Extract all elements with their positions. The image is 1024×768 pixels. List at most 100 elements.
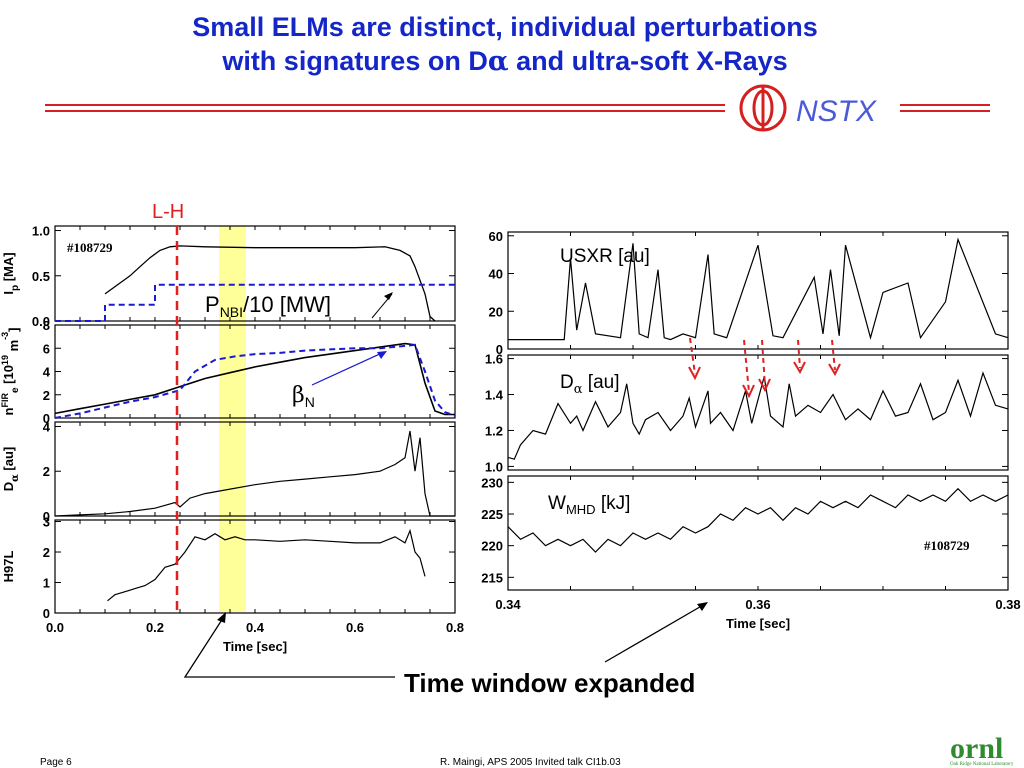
y-axis-label-part: [10 <box>1 365 16 387</box>
y-tick-label: 1.4 <box>485 388 504 403</box>
footer-page-number: Page 6 <box>40 757 72 768</box>
y-tick-label: 2 <box>43 388 50 403</box>
time-window-arrowhead-left <box>217 612 226 623</box>
y-axis-label: Ip [MA] <box>1 252 21 294</box>
y-axis-label-part: ] <box>6 328 21 332</box>
y-axis-label-part: [MA] <box>1 252 16 285</box>
series-line <box>508 237 1009 341</box>
chart-right-usxr: 0 20 40 60 USXR [au] <box>489 229 1009 357</box>
highlight-band <box>219 226 246 612</box>
y-tick-label: 0 <box>43 509 50 524</box>
y-tick-label: 60 <box>489 229 503 244</box>
panel-label: Dα [au] <box>560 372 620 397</box>
nstx-logo-text: NSTX <box>796 95 877 128</box>
y-axis-label: Dα [au] <box>1 447 21 492</box>
betan-label: βN <box>292 383 315 410</box>
betan-arrow <box>311 351 385 386</box>
y-tick-label: 0 <box>496 342 503 357</box>
time-window-arrowhead-right <box>697 602 708 611</box>
y-tick-label: 2 <box>43 545 50 560</box>
y-axis-label-part: -3 <box>0 332 10 340</box>
y-tick-label: 0.5 <box>32 269 50 284</box>
y-axis-label-part: 19 <box>0 355 10 365</box>
y-tick-label: 0.0 <box>32 314 50 329</box>
shot-number-right: #108729 <box>924 538 970 553</box>
y-axis-label: nFIRe [1019 m-3] <box>0 328 21 416</box>
y-axis-label-part: p <box>10 285 21 291</box>
betan-arrowhead <box>377 351 387 359</box>
y-tick-label: 20 <box>489 304 503 319</box>
y-axis-label-part: H97L <box>1 551 16 583</box>
nstx-logo: NSTX <box>739 84 877 132</box>
series-line <box>104 245 436 322</box>
chart-left-ne: 0 2 4 6 8 nFIRe [1019 m-3] <box>0 318 456 426</box>
x-tick-label: 0.4 <box>246 620 265 635</box>
x-tick-label: 0.6 <box>346 620 364 635</box>
footer-credit: R. Maingi, APS 2005 Invited talk CI1b.03 <box>440 757 621 768</box>
plot-frame <box>54 324 456 419</box>
chart-right-wmhd: 215 220 225 230 0.34 0.36 0.38 Time [sec] WMHD [… <box>481 475 1020 631</box>
title-line-2: with signatures on Dα and ultra-soft X-R… <box>0 44 1010 79</box>
lh-label: L-H <box>152 201 184 223</box>
x-tick-label: 0.38 <box>995 597 1020 612</box>
y-tick-label: 40 <box>489 267 503 282</box>
plot-frame <box>54 421 456 517</box>
panel-label: WMHD [kJ] <box>548 493 630 517</box>
y-axis-label-part: I <box>1 291 16 295</box>
title-rule <box>45 104 990 112</box>
pnbi-label: PNBI/10 [MW] <box>205 292 331 320</box>
x-tick-label: 0.2 <box>146 620 164 635</box>
y-tick-label: 215 <box>481 570 503 585</box>
y-axis-label-part: α <box>10 474 21 482</box>
series-line <box>507 487 1009 553</box>
betan-label-sub: N <box>305 394 315 410</box>
y-tick-label: 230 <box>481 475 503 490</box>
x-axis-label: Time [sec] <box>726 616 790 631</box>
x-tick-label: 0.8 <box>446 620 464 635</box>
x-tick-label: 0.36 <box>745 597 770 612</box>
y-tick-label: 4 <box>43 365 51 380</box>
y-axis-label-part: n <box>1 407 16 415</box>
betan-label-main: β <box>292 383 305 408</box>
y-axis-label-part: [au] <box>1 447 16 474</box>
title-line-2-post: and ultra-soft X-Rays <box>508 46 788 76</box>
series-line <box>54 430 455 517</box>
y-axis-label-part: e <box>10 387 21 393</box>
time-window-label: Time window expanded <box>404 668 695 698</box>
plot-frame <box>54 519 456 614</box>
panel-label-sub: MHD <box>566 502 596 517</box>
y-tick-label: 225 <box>481 507 503 522</box>
ornl-logo-text: ornl <box>950 732 1003 765</box>
x-tick-label: 0.34 <box>495 597 521 612</box>
chart-left-h97: 0 1 2 3 0.0 0.2 0.4 0.6 0.8 Time [sec] H97L <box>1 515 464 654</box>
pnbi-label-sub: NBI <box>220 304 243 320</box>
y-tick-label: 220 <box>481 539 503 554</box>
panel-label-rest: [au] <box>583 372 620 393</box>
chart-left-ip: 0.0 0.5 1.0 Ip [MA] <box>1 224 456 329</box>
y-axis-label-part: FIR <box>0 393 10 408</box>
time-window-arrows <box>183 603 706 678</box>
y-axis-label-part: D <box>1 482 16 491</box>
y-tick-label: 4 <box>43 419 51 434</box>
y-tick-label: 6 <box>43 341 50 356</box>
y-tick-label: 1 <box>43 576 50 591</box>
y-tick-label: 1.6 <box>485 352 503 367</box>
y-tick-label: 2 <box>43 464 50 479</box>
x-tick-label: 0.0 <box>46 620 64 635</box>
chart-left-da: 0 2 4 Dα [au] <box>1 419 456 524</box>
series-line <box>54 342 455 416</box>
panel-label-main: D <box>560 372 574 393</box>
shot-number-left: #108729 <box>67 240 113 255</box>
panel-label-main: W <box>548 493 566 514</box>
series-line <box>55 283 455 322</box>
y-tick-label: 1.0 <box>32 224 50 239</box>
pnbi-arrowhead <box>384 292 393 300</box>
slide-title: Small ELMs are distinct, individual pert… <box>0 10 1010 79</box>
y-tick-label: 0 <box>43 411 50 426</box>
chart-right-da: 1.0 1.2 1.4 1.6 Dα [au] <box>485 352 1009 474</box>
panel-label: USXR [au] <box>560 246 650 267</box>
ornl-logo: ornl Oak Ridge National Laboratory <box>950 732 1014 767</box>
panel-label-sub: α <box>574 382 583 397</box>
ornl-logo-subtitle: Oak Ridge National Laboratory <box>950 762 1014 767</box>
